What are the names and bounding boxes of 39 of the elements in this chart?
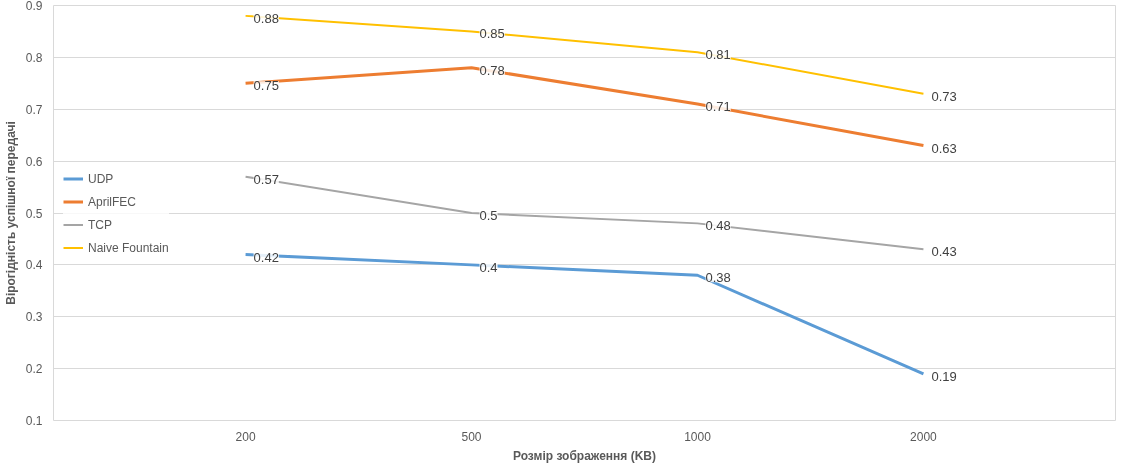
x-tick-label: 2000 — [910, 429, 938, 444]
x-tick-label: 1000 — [684, 429, 712, 444]
y-tick-label: 0.4 — [25, 258, 43, 273]
data-label: 0.42 — [253, 249, 279, 265]
x-tick-label: 500 — [461, 429, 482, 444]
line-series — [244, 66, 925, 148]
data-label: 0.5 — [479, 208, 498, 223]
data-label: 0.38 — [705, 270, 731, 286]
data-label: 0.75 — [253, 78, 279, 94]
line-series — [244, 253, 925, 376]
data-label: 0.78 — [479, 62, 505, 78]
y-tick-label: 0.8 — [25, 50, 43, 65]
y-tick-label: 0.3 — [25, 310, 43, 325]
data-label: 0.4 — [479, 259, 498, 275]
data-label: 0.81 — [705, 47, 731, 63]
data-label: 0.73 — [931, 88, 957, 104]
data-label: 0.43 — [931, 244, 957, 260]
x-tick-label: 200 — [235, 429, 256, 444]
data-label: 0.88 — [253, 10, 279, 26]
y-axis-title: Вірогідність успішної передачі — [3, 121, 18, 305]
x-axis-title: Розмір зображення (KB) — [513, 448, 657, 463]
data-label: 0.71 — [705, 99, 731, 115]
legend-label: TCP — [88, 217, 112, 231]
y-tick-label: 0.9 — [25, 0, 43, 13]
y-tick-label: 0.6 — [25, 154, 43, 169]
y-tick-label: 0.5 — [25, 206, 43, 221]
data-label: 0.63 — [931, 140, 957, 156]
data-label: 0.57 — [253, 171, 279, 187]
line-series — [244, 14, 925, 95]
data-label: 0.48 — [705, 218, 731, 234]
y-tick-label: 0.7 — [25, 102, 43, 117]
legend-label: UDP — [88, 171, 114, 185]
legend-label: Naive Fountain — [88, 240, 169, 254]
legend-label: AprilFEC — [88, 194, 137, 208]
data-label: 0.19 — [931, 368, 957, 384]
data-label: 0.85 — [479, 26, 505, 42]
y-tick-label: 0.2 — [25, 362, 43, 377]
y-tick-label: 0.1 — [25, 414, 43, 428]
line-series — [244, 175, 925, 251]
